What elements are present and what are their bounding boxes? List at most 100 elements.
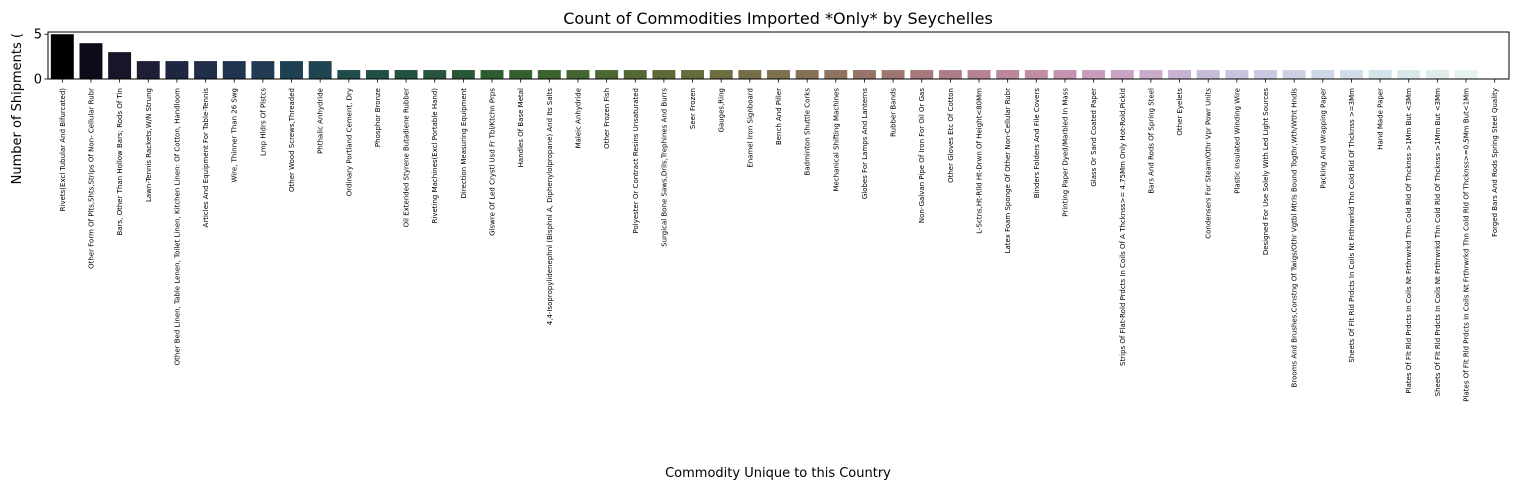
x-tick-label: Plates Of Flt Rld Prdcts In Coils Nt Frt…: [1463, 88, 1471, 402]
y-ticks: 05: [34, 28, 48, 88]
y-tick-label: 5: [34, 28, 42, 43]
x-tick-label: Other Wood Screws,Threaded: [288, 88, 296, 192]
bar: [365, 70, 389, 79]
bar: [194, 61, 218, 79]
bar: [595, 70, 619, 79]
bar: [1053, 70, 1077, 79]
x-tick-label: Plates Of Flt Rld Prdcts In Coils Nt Frt…: [1405, 88, 1413, 394]
bar: [623, 70, 647, 79]
x-tick-label: Binders Folders And File Covers: [1033, 88, 1041, 199]
x-tick-label: Riveting Machines(Excl Portable Hand): [431, 88, 439, 224]
bar: [1339, 70, 1363, 79]
x-tick-label: Strips Of Flat-Rold Prdcts In Coils Of A…: [1119, 88, 1127, 366]
x-tick-label: Lawn-Tennis Rackets,W/N Strung: [145, 88, 153, 202]
x-tick-label: Glswre Of Led Crystl Usd Fr Tbl/Ktchn Pr…: [489, 88, 497, 236]
bar: [280, 61, 303, 79]
x-tick-label: Other Form Of Plts,Shts,Strips Of Non- C…: [87, 88, 95, 269]
x-tick-label: Maleic Anhydride: [574, 88, 582, 148]
bar: [79, 43, 103, 79]
x-tick-label: Forged Bars And Rods Spring Steel Qualit…: [1491, 88, 1499, 237]
x-tick-label: Polyester Or Contract Resins Unsaturated: [632, 88, 640, 234]
bar: [795, 70, 819, 79]
bar: [1110, 70, 1134, 79]
bar: [1225, 70, 1249, 79]
x-tick-label: Phthalic Anhydride: [317, 88, 325, 154]
bar: [1254, 70, 1277, 79]
bar: [1168, 70, 1192, 79]
bar: [566, 70, 590, 79]
bar: [451, 70, 475, 79]
x-tick-label: Wire, Thinner Than 26 Swg: [231, 88, 239, 183]
bar: [537, 70, 561, 79]
bar: [251, 61, 275, 79]
x-tick-label: Mechanical Shifting Machines: [832, 88, 840, 192]
bar: [222, 61, 246, 79]
x-tick-label: Globes For Lamps And Lanterns: [861, 88, 869, 200]
x-tick-label: Glass Or Sand Coated Paper: [1090, 88, 1098, 187]
chart-title: Count of Commodities Imported *Only* by …: [563, 9, 993, 28]
bar: [1139, 70, 1163, 79]
x-axis-label: Commodity Unique to this Country: [665, 466, 891, 481]
x-tick-label: Direction Measuring Equipment: [460, 88, 468, 199]
x-tick-label: Packing And Wrapping Paper: [1319, 88, 1327, 189]
x-tick-label: L-Sctns,Ht-Rlld Ht-Drwn Of Height<80Mm: [976, 88, 984, 234]
bar: [1397, 70, 1421, 79]
bar: [767, 70, 790, 79]
plot-frame: [47, 31, 1510, 80]
bar: [165, 61, 189, 79]
bar: [108, 52, 132, 79]
x-tick-label: Oil Extended Styrene Butadiene Rubber: [403, 88, 411, 228]
x-tick-label: Handles Of Base Metal: [517, 88, 525, 167]
bar: [938, 70, 962, 79]
bar: [1196, 70, 1220, 79]
bar: [423, 70, 447, 79]
bar: [881, 70, 905, 79]
x-tick-label: Bench And Piller: [775, 88, 783, 145]
x-tick-label: 4,4-Isopropylidenephnl (Bisphnl A, Diphe…: [546, 88, 554, 326]
x-tick-label: Latex Foam Sponge Of Other Non-Cellular …: [1004, 88, 1012, 254]
bar: [1082, 70, 1106, 79]
bar: [308, 61, 332, 79]
x-tick-label: Phosphor Bronze: [374, 88, 382, 147]
x-tick-label: Rivets(Excl Tubular And Bifurcated): [59, 88, 67, 212]
x-tick-label: Ordinary Portland Cement, Dry: [345, 88, 353, 196]
bar: [50, 34, 74, 79]
x-tick-label: Bars And Rods Of Spring Steel: [1147, 88, 1155, 194]
bar: [394, 70, 418, 79]
x-tick-label: Seer Frozen: [689, 88, 697, 129]
bar: [967, 70, 991, 79]
x-tick-label: Condensers For Steam/Othr Vpr Powr Units: [1205, 88, 1213, 239]
bar: [681, 70, 705, 79]
x-tick-label: Plastic Insulated Winding Wire: [1233, 88, 1241, 194]
bar: [1368, 70, 1392, 79]
bar: [337, 70, 361, 79]
bar: [136, 61, 160, 79]
y-tick-label: 0: [34, 73, 42, 88]
x-tick-label: Other Frozen Fish: [603, 88, 611, 149]
x-tick-label: Gauges,Ring: [718, 88, 726, 132]
x-ticks: Rivets(Excl Tubular And Bifurcated) Other…: [59, 79, 1499, 402]
x-tick-label: Lmp Hldrs Of Plstcs: [259, 88, 267, 156]
x-tick-label: Other Gloves Etc Of Cotton: [947, 88, 955, 183]
bar: [738, 70, 762, 79]
x-tick-label: Sheets Of Flt Rld Prdcts In Coils Nt Frt…: [1348, 88, 1356, 363]
x-tick-label: Rubber Bands: [890, 88, 898, 137]
x-tick-label: Bars, Other Than Hollow Bars; Rods Of Ti…: [116, 88, 124, 236]
bar: [996, 70, 1020, 79]
x-tick-label: Badminton Shuttle Corks: [804, 88, 812, 176]
bar: [509, 70, 533, 79]
bars-layer: [50, 34, 1478, 79]
bar: [709, 70, 733, 79]
x-tick-label: Designed For Use Solely With Led Light S…: [1262, 88, 1270, 256]
bar: [1282, 70, 1306, 79]
bar: [1311, 70, 1335, 79]
bar: [480, 70, 504, 79]
x-tick-label: Printing Paper Dyed/Marbled In Mass: [1061, 88, 1069, 217]
bar: [1425, 70, 1449, 79]
x-tick-label: Surgical Bone Saws,Drils,Trephines And B…: [660, 88, 668, 247]
bar: [652, 70, 676, 79]
x-tick-label: Other Eyelets: [1176, 88, 1184, 136]
bar: [824, 70, 848, 79]
bar: [1024, 70, 1048, 79]
